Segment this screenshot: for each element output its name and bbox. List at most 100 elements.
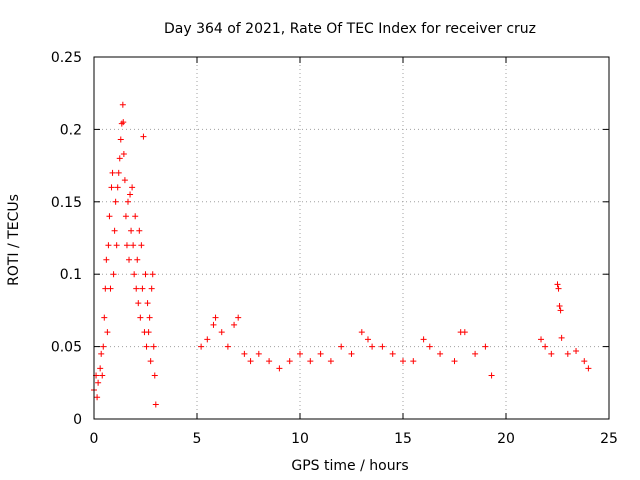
data-point (410, 358, 417, 365)
data-point (139, 285, 146, 292)
data-point (127, 191, 134, 198)
data-point (142, 271, 149, 278)
data-point (107, 285, 114, 292)
data-point (123, 242, 130, 249)
data-point (210, 321, 217, 328)
data-point (132, 213, 139, 220)
data-point (241, 350, 248, 357)
y-axis-label: ROTI / TECUs (6, 194, 22, 286)
data-point (461, 329, 468, 336)
data-point (134, 256, 141, 263)
data-point (137, 314, 144, 321)
data-point (147, 358, 154, 365)
data-point (231, 321, 238, 328)
data-point (148, 285, 155, 292)
x-tick-label: 25 (600, 431, 618, 447)
data-point (97, 365, 104, 372)
data-point (146, 314, 153, 321)
data-point (121, 177, 128, 184)
data-point (104, 329, 111, 336)
data-point (482, 343, 489, 350)
data-point (212, 314, 219, 321)
data-point (99, 372, 106, 379)
data-point (100, 343, 107, 350)
data-point (106, 213, 113, 220)
y-tick-label: 0.15 (51, 195, 82, 211)
data-point (400, 358, 406, 365)
data-point (110, 271, 117, 278)
data-point (112, 198, 119, 205)
data-point (247, 358, 254, 365)
data-point (472, 350, 479, 357)
data-point (120, 151, 127, 158)
data-point (327, 358, 334, 365)
data-point (126, 256, 133, 263)
data-point (364, 336, 371, 343)
x-tick-label: 5 (193, 431, 202, 447)
y-tick-label: 0.05 (51, 340, 82, 356)
data-point (103, 256, 110, 263)
data-point (152, 401, 159, 408)
data-point (135, 300, 142, 307)
axis-ticks: 0 5 10 15 20 25 0 0.05 0.1 0.15 0.2 0.25 (51, 50, 618, 447)
data-point (564, 350, 571, 357)
data-point (218, 329, 225, 336)
data-point (488, 372, 495, 379)
data-point (128, 227, 135, 234)
data-point (389, 350, 396, 357)
data-point (102, 285, 109, 292)
data-point (138, 242, 145, 249)
data-point (122, 213, 129, 220)
data-point (98, 350, 105, 357)
data-point (144, 300, 151, 307)
data-point (297, 350, 303, 357)
data-point (548, 350, 555, 357)
data-point (379, 343, 386, 350)
x-tick-label: 10 (291, 431, 309, 447)
data-point (119, 101, 126, 108)
data-point (538, 336, 545, 343)
data-point (114, 184, 121, 191)
data-point (235, 314, 242, 321)
data-point (542, 343, 549, 350)
data-point (573, 347, 580, 354)
data-point (143, 343, 150, 350)
data-point (555, 285, 562, 292)
data-point (554, 281, 561, 288)
data-point (105, 242, 112, 249)
data-point (338, 343, 345, 350)
data-point (307, 358, 314, 365)
data-point (120, 119, 127, 126)
data-point (140, 133, 147, 140)
data-point (131, 271, 138, 278)
data-point (113, 242, 120, 249)
data-point (224, 343, 231, 350)
y-tick-label: 0.25 (51, 50, 82, 66)
data-point (95, 379, 102, 386)
data-point (198, 343, 205, 350)
data-point (358, 329, 365, 336)
data-point (151, 372, 158, 379)
data-point (276, 365, 283, 372)
data-point (420, 336, 427, 343)
data-point (117, 136, 124, 143)
data-points (91, 101, 592, 408)
data-point (557, 307, 564, 314)
data-point (136, 227, 143, 234)
data-point (255, 350, 262, 357)
data-point (437, 350, 444, 357)
data-point (94, 394, 101, 401)
data-point (118, 120, 125, 127)
data-point (556, 303, 563, 310)
data-point (111, 227, 118, 234)
data-point (266, 358, 273, 365)
data-point (133, 285, 140, 292)
data-point (124, 198, 131, 205)
data-point (149, 271, 156, 278)
y-tick-label: 0.1 (60, 267, 82, 283)
data-point (426, 343, 433, 350)
data-point (585, 365, 592, 372)
data-point (115, 169, 122, 176)
data-point (116, 155, 123, 162)
